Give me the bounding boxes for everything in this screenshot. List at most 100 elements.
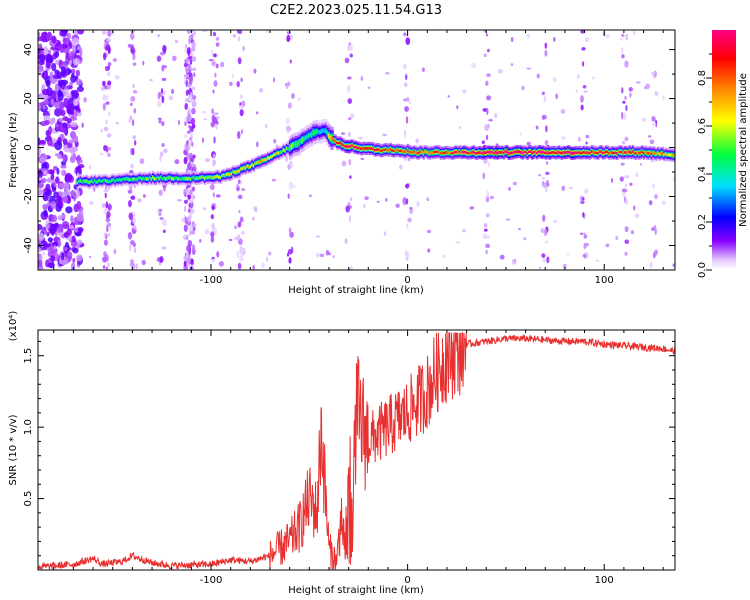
noise-speck — [545, 171, 550, 175]
ridge-cell — [178, 177, 182, 181]
noise-speck — [186, 140, 189, 145]
ridge-cell — [353, 145, 356, 149]
ridge-cell — [543, 151, 547, 155]
ridge-cell — [526, 152, 529, 155]
ridge-cell — [476, 152, 479, 155]
noise-speck — [107, 80, 112, 86]
ridge-cell — [207, 176, 210, 179]
noise-speck — [191, 244, 196, 251]
noise-speck — [41, 88, 50, 96]
noise-speck — [652, 251, 656, 259]
ridge-cell — [625, 150, 628, 154]
noise-speck — [177, 199, 182, 202]
noise-speck — [157, 91, 161, 100]
noise-speck — [426, 229, 432, 234]
noise-speck — [341, 160, 347, 167]
noise-speck — [237, 221, 242, 228]
ridge-cell — [167, 176, 171, 179]
noise-speck — [189, 63, 192, 72]
noise-speck — [482, 108, 488, 112]
ridge-cell — [395, 148, 399, 152]
noise-speck — [57, 215, 63, 221]
noise-speck — [63, 97, 69, 103]
noise-speck — [157, 33, 161, 38]
noise-speck — [555, 93, 559, 100]
noise-speck — [526, 141, 531, 146]
noise-speck — [112, 57, 118, 62]
noise-speck — [187, 208, 191, 213]
noise-speck — [88, 255, 92, 259]
ridge-cell — [372, 147, 375, 151]
ridge-cell — [454, 150, 457, 154]
noise-speck — [285, 85, 289, 90]
noise-speck — [238, 104, 244, 109]
noise-speck — [407, 217, 412, 223]
ridge-cell — [575, 151, 578, 154]
ridge-cell — [405, 150, 408, 154]
noise-speck — [216, 251, 220, 258]
ridge-cell — [214, 175, 218, 179]
noise-speck — [159, 256, 164, 263]
noise-speck — [132, 90, 138, 94]
noise-speck — [47, 138, 53, 147]
ridge-cell — [406, 149, 410, 152]
ridge-cell — [241, 167, 245, 170]
x-tick-label: -100 — [200, 275, 223, 286]
noise-speck — [131, 119, 135, 127]
ridge-cell — [631, 150, 635, 153]
noise-speck — [46, 232, 50, 237]
noise-speck — [526, 33, 531, 39]
noise-speck — [481, 140, 485, 144]
ridge-cell — [257, 160, 260, 164]
ridge-cell — [229, 173, 232, 176]
noise-speck — [58, 258, 62, 264]
ridge-cell — [133, 177, 136, 181]
ridge-cell — [84, 179, 87, 183]
noise-speck — [51, 242, 59, 247]
noise-speck — [485, 213, 490, 218]
noise-speck — [107, 71, 110, 77]
noise-speck — [286, 38, 290, 42]
noise-speck — [234, 225, 238, 230]
noise-speck — [288, 227, 292, 233]
noise-speck — [104, 192, 107, 199]
ridge-cell — [663, 153, 666, 157]
noise-speck — [39, 140, 46, 145]
noise-speck — [512, 181, 517, 186]
noise-speck — [54, 85, 59, 92]
noise-speck — [505, 218, 511, 221]
noise-speck — [580, 104, 584, 111]
ridge-cell — [185, 177, 188, 180]
noise-speck — [76, 200, 82, 210]
ridge-cell — [661, 152, 665, 155]
noise-speck — [106, 211, 111, 219]
ridge-cell — [350, 144, 353, 148]
noise-speck — [185, 43, 188, 49]
noise-speck — [383, 231, 387, 236]
noise-speck — [38, 146, 42, 156]
noise-speck — [71, 146, 79, 153]
ridge-cell — [367, 146, 370, 150]
ridge-cell — [290, 144, 293, 149]
noise-speck — [60, 164, 67, 169]
ridge-cell — [82, 180, 86, 183]
noise-speck — [273, 138, 277, 144]
noise-speck — [183, 62, 189, 68]
noise-speck — [50, 173, 55, 181]
noise-speck — [538, 266, 542, 269]
ridge-cell — [93, 179, 97, 182]
noise-speck — [76, 110, 82, 117]
ridge-cell — [309, 132, 312, 138]
ridge-cell — [402, 149, 405, 153]
noise-speck — [100, 128, 103, 133]
noise-speck — [215, 63, 219, 69]
ridge-cell — [188, 177, 191, 180]
noise-speck — [469, 206, 475, 210]
ridge-cell — [611, 151, 614, 154]
ridge-cell — [587, 151, 591, 155]
noise-speck — [158, 118, 162, 124]
noise-speck — [619, 38, 624, 41]
ridge-cell — [499, 151, 503, 154]
ridge-cell — [255, 161, 259, 165]
noise-speck — [341, 132, 346, 135]
